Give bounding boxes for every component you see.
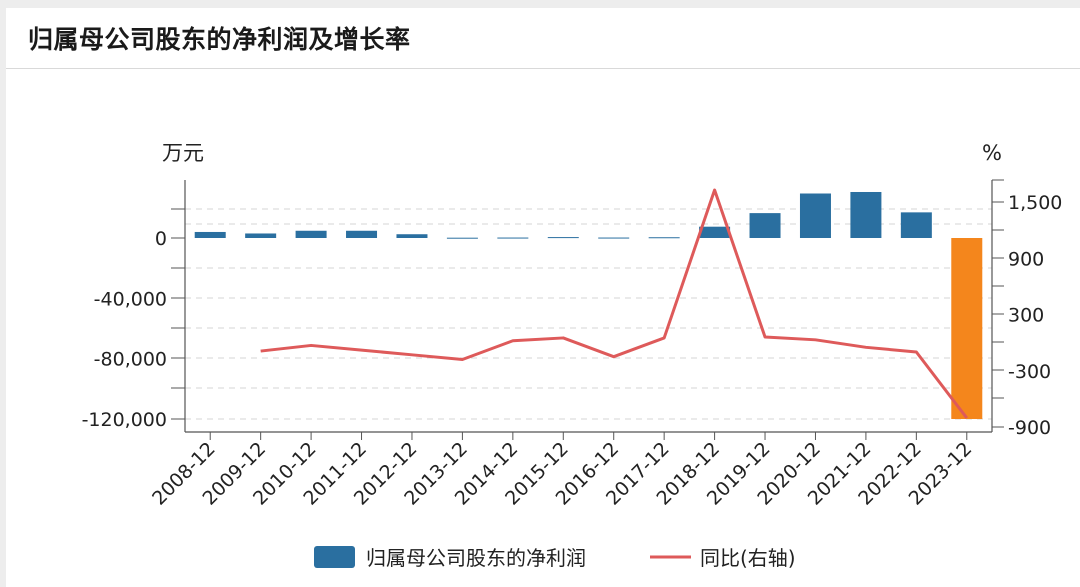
- bar-2023-12: [951, 238, 983, 419]
- left-axis-unit: 万元: [162, 141, 204, 165]
- legend-bar-label: 归属母公司股东的净利润: [366, 546, 586, 570]
- right-axis-unit: %: [982, 141, 1002, 165]
- bar-2008-12: [194, 231, 226, 238]
- bar-2017-12: [648, 237, 680, 239]
- right-tick-label: 1,500: [1008, 192, 1062, 214]
- right-tick-label: -300: [1008, 361, 1051, 383]
- bar-2010-12: [295, 230, 327, 238]
- bar-2014-12: [497, 237, 529, 239]
- bar-2013-12: [446, 237, 478, 239]
- bar-2018-12: [699, 226, 731, 238]
- left-tick-label: -120,000: [82, 409, 167, 431]
- legend-line-label: 同比(右轴): [700, 546, 796, 570]
- left-tick-label: -40,000: [94, 288, 167, 310]
- right-tick-label: 900: [1008, 248, 1044, 270]
- bar-2011-12: [346, 230, 378, 238]
- right-tick-label: -900: [1008, 417, 1051, 439]
- yoy-line: [260, 188, 968, 419]
- bar-2016-12: [598, 237, 630, 239]
- legend-bar-swatch: [314, 546, 355, 568]
- bar-2021-12: [850, 191, 882, 238]
- card-header: 归属母公司股东的净利润及增长率: [6, 8, 1080, 69]
- bar-2020-12: [799, 193, 831, 238]
- bar-2009-12: [245, 233, 277, 238]
- bar-2012-12: [396, 234, 428, 238]
- chart-title: 归属母公司股东的净利润及增长率: [28, 25, 411, 54]
- left-tick-label: 0: [155, 228, 167, 250]
- left-tick-label: -80,000: [94, 349, 167, 371]
- bar-2015-12: [547, 237, 579, 239]
- bar-2022-12: [900, 212, 932, 238]
- bar-2019-12: [749, 213, 781, 238]
- right-tick-label: 300: [1008, 305, 1044, 327]
